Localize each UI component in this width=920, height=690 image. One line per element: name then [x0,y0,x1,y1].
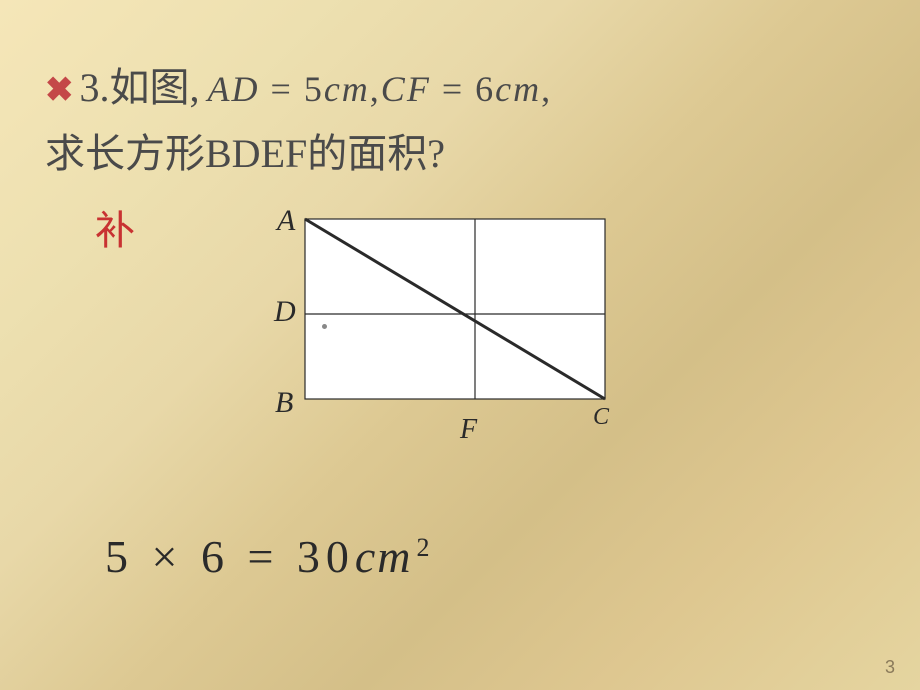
label-a: A [277,204,295,238]
eq2-eq: = [431,69,475,109]
comma1: , [370,69,381,109]
answer-unit: cm [355,531,413,582]
intro-text: 如图, [110,55,200,113]
supplement-label: 补 [95,198,135,256]
answer-exp: 2 [417,533,436,562]
answer-lhs: 5 × 6 = 30 [105,531,355,582]
problem-line-1: ✖ 3. 如图, AD = 5cm,CF = 6cm, [45,55,875,113]
eq2-var1: C [381,69,407,109]
comma2: , [541,69,552,109]
page-number: 3 [885,657,895,678]
equation-1: AD = 5cm,CF = 6cm, [208,68,553,110]
eq2-var2: F [407,69,431,109]
problem-number: 3. [80,64,110,111]
center-dot [322,324,327,329]
eq1-var2: D [232,69,260,109]
problem-question: 求长方形BDEF的面积? [45,121,875,179]
eq1-var1: A [208,69,232,109]
slide-content: ✖ 3. 如图, AD = 5cm,CF = 6cm, 求长方形BDEF的面积?… [0,0,920,690]
geometry-diagram: A D B F C [205,209,585,419]
answer-equation: 5 × 6 = 30cm2 [105,530,436,583]
eq1-eq: = [260,69,304,109]
diagram-svg [205,209,625,449]
eq1-unit: cm [324,69,370,109]
label-b: B [275,386,293,420]
eq2-val: 6 [475,69,495,109]
label-f: F [460,414,477,446]
label-d: D [274,295,296,329]
eq2-unit: cm [495,69,541,109]
label-c: C [593,404,609,431]
eq1-val: 5 [304,69,324,109]
bullet-icon: ✖ [45,70,74,110]
